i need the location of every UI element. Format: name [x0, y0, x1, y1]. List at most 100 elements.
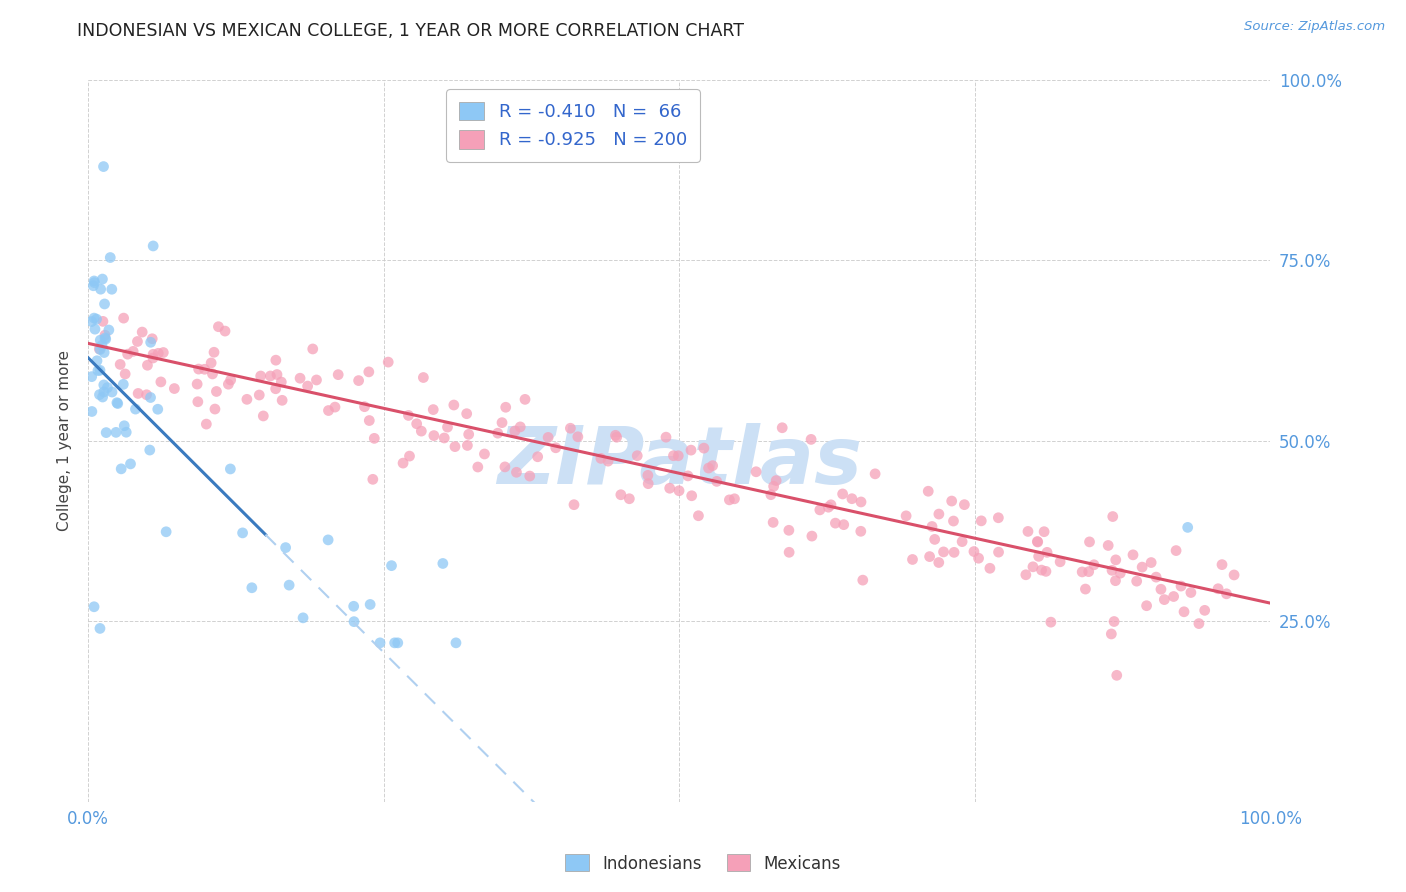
Point	[567, 430, 589, 444]
Point	[637, 476, 659, 491]
Point	[832, 517, 855, 532]
Point	[662, 449, 685, 463]
Point	[979, 561, 1001, 575]
Point	[186, 377, 208, 392]
Point	[457, 427, 479, 442]
Point	[1078, 534, 1101, 549]
Point	[1036, 545, 1059, 559]
Point	[921, 519, 943, 533]
Point	[762, 516, 785, 530]
Point	[91, 314, 114, 328]
Y-axis label: College, 1 year or more: College, 1 year or more	[58, 351, 72, 532]
Point	[264, 353, 287, 368]
Point	[328, 368, 350, 382]
Point	[187, 394, 209, 409]
Point	[86, 312, 108, 326]
Point	[259, 369, 281, 384]
Point	[1028, 549, 1050, 564]
Point	[928, 556, 950, 570]
Point	[697, 461, 720, 475]
Point	[89, 387, 111, 401]
Point	[101, 282, 124, 296]
Point	[562, 498, 585, 512]
Point	[93, 160, 115, 174]
Point	[494, 459, 516, 474]
Point	[509, 420, 531, 434]
Point	[762, 479, 785, 493]
Point	[195, 417, 218, 431]
Point	[1122, 548, 1144, 562]
Point	[110, 462, 132, 476]
Point	[83, 599, 105, 614]
Point	[681, 489, 703, 503]
Point	[305, 373, 328, 387]
Point	[1125, 574, 1147, 589]
Point	[1170, 579, 1192, 593]
Point	[723, 491, 745, 506]
Point	[232, 525, 254, 540]
Point	[1105, 668, 1128, 682]
Point	[89, 343, 111, 357]
Point	[288, 371, 311, 385]
Point	[101, 385, 124, 400]
Point	[343, 599, 366, 614]
Point	[91, 338, 114, 352]
Point	[80, 404, 103, 418]
Point	[411, 424, 433, 438]
Point	[316, 533, 339, 547]
Point	[148, 346, 170, 360]
Point	[655, 430, 678, 444]
Point	[1211, 558, 1233, 572]
Point	[114, 367, 136, 381]
Point	[131, 325, 153, 339]
Point	[112, 418, 135, 433]
Point	[637, 468, 659, 483]
Point	[139, 443, 162, 458]
Point	[486, 426, 509, 441]
Text: ZIPatlas: ZIPatlas	[496, 424, 862, 501]
Point	[467, 460, 489, 475]
Point	[718, 492, 741, 507]
Point	[1140, 556, 1163, 570]
Point	[318, 403, 340, 417]
Point	[606, 430, 628, 444]
Point	[84, 322, 107, 336]
Point	[204, 402, 226, 417]
Point	[141, 332, 163, 346]
Point	[456, 438, 478, 452]
Text: INDONESIAN VS MEXICAN COLLEGE, 1 YEAR OR MORE CORRELATION CHART: INDONESIAN VS MEXICAN COLLEGE, 1 YEAR OR…	[77, 22, 744, 40]
Point	[1130, 560, 1153, 574]
Point	[1033, 524, 1056, 539]
Point	[444, 440, 467, 454]
Point	[605, 428, 627, 442]
Point	[619, 491, 641, 506]
Point	[1039, 615, 1062, 629]
Point	[112, 377, 135, 392]
Point	[519, 469, 541, 483]
Point	[384, 636, 406, 650]
Point	[214, 324, 236, 338]
Point	[1173, 605, 1195, 619]
Point	[1109, 566, 1132, 581]
Point	[89, 363, 111, 377]
Text: Source: ZipAtlas.com: Source: ZipAtlas.com	[1244, 20, 1385, 33]
Point	[387, 636, 409, 650]
Point	[135, 388, 157, 402]
Point	[456, 407, 478, 421]
Point	[398, 449, 420, 463]
Point	[163, 382, 186, 396]
Point	[93, 384, 115, 399]
Point	[841, 491, 863, 506]
Point	[852, 573, 875, 587]
Point	[297, 379, 319, 393]
Point	[423, 428, 446, 442]
Point	[343, 615, 366, 629]
Point	[1180, 585, 1202, 599]
Point	[83, 311, 105, 326]
Point	[970, 514, 993, 528]
Point	[155, 524, 177, 539]
Point	[1022, 559, 1045, 574]
Point	[1026, 534, 1049, 549]
Point	[105, 425, 128, 440]
Point	[924, 533, 946, 547]
